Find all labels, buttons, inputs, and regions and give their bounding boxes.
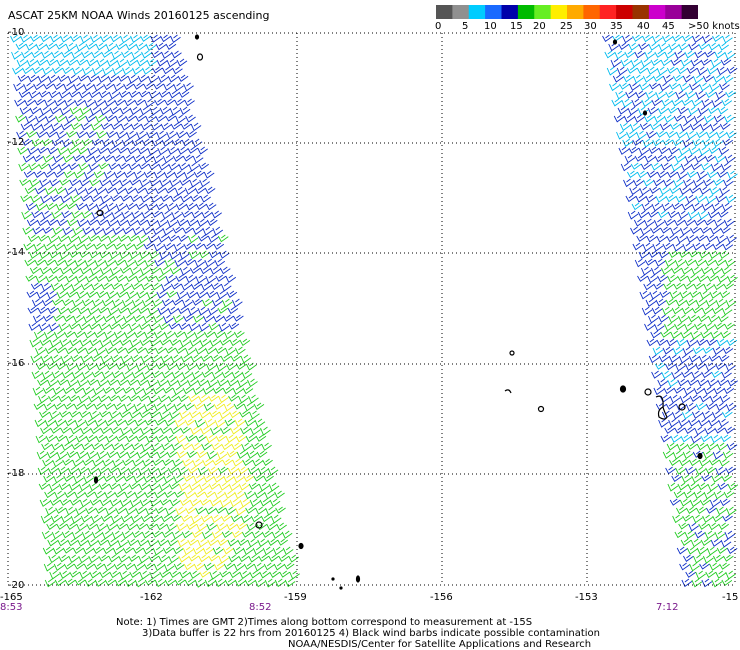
note-line-3: NOAA/NESDIS/Center for Satellite Applica… [288,639,592,650]
grid-lines [7,32,736,586]
legend-swatch [534,5,552,19]
legend-swatch [452,5,470,19]
legend-swatch [648,5,666,19]
lon-label: -15 [722,592,739,603]
wind-barbs-green [15,106,739,588]
legend-swatch [599,5,617,19]
note-line-2: 3)Data buffer is 22 hrs from 20160125 4)… [142,628,600,639]
legend-swatch [485,5,503,19]
legend-label: 15 [510,21,523,32]
lat-label: -18 [8,468,25,479]
lat-label: -16 [8,358,25,369]
legend-label: 35 [610,21,623,32]
note-line-1: Note: 1) Times are GMT 2)Times along bot… [116,617,533,628]
legend-swatch [665,5,683,19]
wind-barbs [10,34,739,588]
legend-label: 40 [637,21,650,32]
time-label-left: 8:53 [0,602,23,613]
lon-label: -156 [430,592,453,603]
legend-swatch [468,5,486,19]
legend-label: 20 [533,21,546,32]
legend-label: 30 [584,21,597,32]
lon-label: -162 [140,592,163,603]
legend-label: 45 [662,21,675,32]
legend-label: 25 [560,21,573,32]
legend-swatch [436,5,453,19]
legend-swatch [681,5,698,19]
legend-swatch [517,5,535,19]
time-label-middle: 8:52 [249,602,272,613]
time-label-right: 7:12 [656,602,679,613]
legend-label: 5 [462,21,469,32]
legend-swatch [632,5,650,19]
lat-label: -10 [8,27,25,38]
legend-swatch [583,5,601,19]
map-title: ASCAT 25KM NOAA Winds 20160125 ascending [8,9,270,22]
legend-label: 0 [435,21,442,32]
wind-barbs-blue [13,34,738,588]
legend-swatch [567,5,584,19]
legend-swatch [550,5,568,19]
lat-label: -12 [8,137,25,148]
lon-label: -165 [0,592,23,603]
legend-swatch [616,5,634,19]
legend-swatch [501,5,519,19]
lon-label: -159 [284,592,307,603]
islands [93,34,703,590]
legend-label: >50 knots [688,21,740,32]
lat-label: -14 [8,247,25,258]
legend-labels: 0 5 10 15 20 25 30 35 40 45 >50 knots [430,21,740,33]
wind-speed-legend [436,5,698,19]
legend-label: 10 [484,21,497,32]
lat-label: -20 [8,580,25,591]
wind-barbs-yellow [174,394,254,578]
lon-label: -153 [575,592,598,603]
